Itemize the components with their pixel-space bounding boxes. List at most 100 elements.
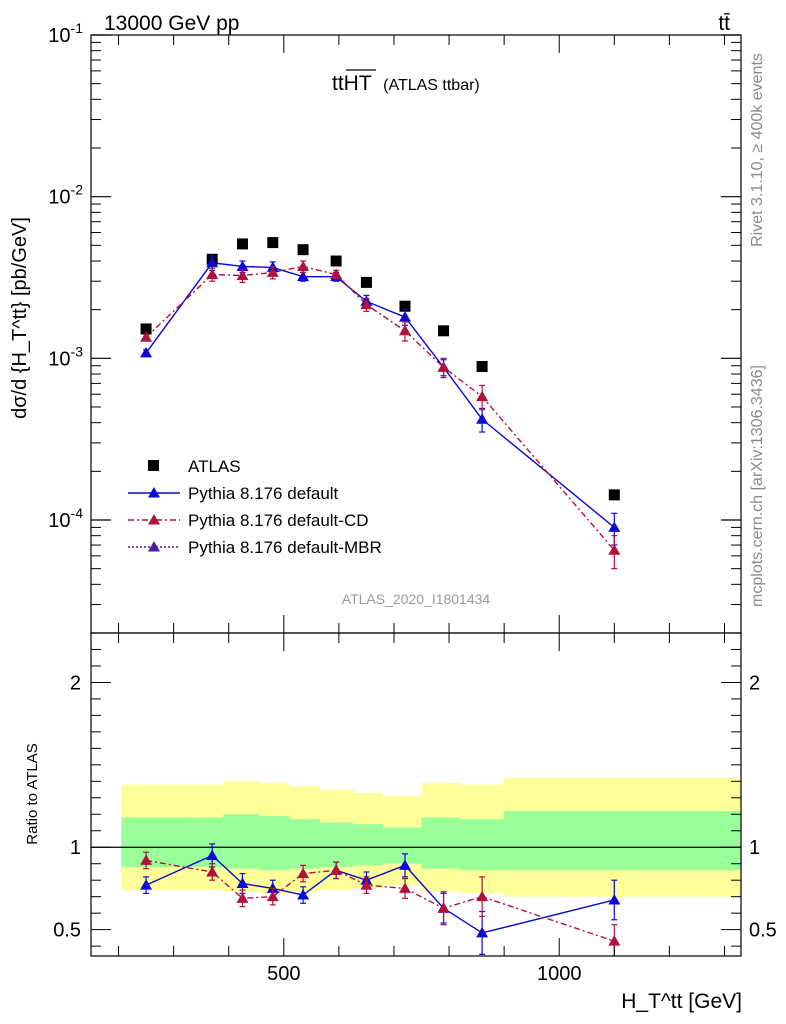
main-points [140, 237, 621, 570]
mc-data-point [236, 269, 249, 281]
analysis-label: ATLAS_2020_I1801434 [342, 591, 491, 607]
main-panel: 10-4 10-3 10-2 10-1 [48, 20, 742, 634]
mc-data-point [608, 521, 621, 532]
ratio-data-point [140, 879, 153, 890]
uncertainty-band-inner [259, 815, 290, 871]
uncertainty-band-inner [319, 822, 353, 868]
ratio-data-point [236, 892, 249, 903]
ratio-y-ticks: 0.5 0.5 1 1 2 2 [53, 648, 777, 947]
mc-data-point [398, 324, 411, 336]
legend: ATLAS Pythia 8.176 default Pythia 8.176 de… [128, 457, 382, 557]
x-tick-label: 500 [267, 963, 300, 985]
ratio-x-ticks: 500 1000 [118, 633, 725, 985]
legend-label: Pythia 8.176 default-CD [188, 511, 369, 530]
ratio-data-point [476, 890, 489, 902]
x-axis-label: H_T^tt [GeV] [621, 990, 742, 1013]
legend-label: Pythia 8.176 default [188, 484, 339, 503]
ratio-data-point [437, 902, 450, 913]
ratio-data-point [297, 889, 310, 900]
mc-data-point [206, 268, 219, 280]
legend-label: Pythia 8.176 default-MBR [188, 538, 382, 557]
uncertainty-band-inner [504, 810, 741, 871]
ratio-y-tick-label-right: 1 [749, 837, 760, 859]
y-tick-label: 10-2 [48, 182, 83, 209]
y-tick-label: 10-3 [48, 343, 83, 370]
mc-data-point [437, 361, 450, 372]
atlas-data-point [140, 323, 152, 335]
ratio-data-point [140, 854, 153, 865]
mc-data-point [266, 266, 279, 277]
ratio-data-point [360, 879, 373, 890]
ratio-data-point [476, 926, 489, 938]
legend-marker [148, 541, 160, 552]
ratio-data-point [297, 867, 310, 879]
legend-marker [148, 514, 160, 525]
series-line [145, 265, 615, 551]
ratio-series-line [145, 859, 615, 942]
ratio-bands [121, 778, 741, 897]
x-tick-label: 1000 [537, 963, 582, 985]
ratio-data-point [266, 882, 279, 893]
mc-data-point [398, 311, 411, 322]
ratio-data-point [206, 865, 219, 877]
ratio-data-point [398, 882, 411, 893]
mc-data-point [206, 256, 219, 268]
mc-data-point [140, 331, 153, 342]
atlas-data-point [267, 237, 279, 249]
plot-title: ttHT (ATLAS ttbar) [332, 72, 480, 95]
mc-data-point [476, 413, 489, 424]
atlas-data-point [438, 325, 450, 337]
atlas-data-point [608, 489, 620, 501]
mc-data-point [236, 260, 249, 271]
mcplots-label: mcplots.cern.ch [arXiv:1306.3436] [749, 365, 766, 607]
mc-data-point [330, 268, 343, 280]
process-label: tt̄ [718, 12, 730, 35]
main-y-ticks: 10-4 10-3 10-2 10-1 [48, 20, 741, 634]
ratio-panel: 0.5 0.5 1 1 2 2 500 1000 [53, 632, 777, 985]
mc-data-point [476, 390, 489, 402]
ratio-data-point [608, 893, 621, 905]
uncertainty-band-inner [421, 817, 461, 869]
mc-data-point [297, 270, 310, 282]
uncertainty-band-inner [121, 817, 193, 868]
ratio-data-point [266, 890, 279, 902]
ratio-y-tick-label-right: 0.5 [749, 920, 777, 942]
ratio-frame [90, 632, 742, 957]
main-y-axis-label: dσ/d {H_T^tt} [pb/GeV] [9, 217, 31, 419]
ratio-y-tick-label: 2 [70, 672, 81, 694]
legend-label: ATLAS [188, 457, 241, 476]
ratio-y-tick-label: 0.5 [53, 920, 81, 942]
mc-data-point [140, 346, 153, 358]
atlas-data-point [236, 238, 248, 250]
mc-data-point [608, 544, 621, 555]
energy-label: 13000 GeV pp [104, 12, 239, 35]
legend-marker-atlas [148, 460, 159, 471]
ratio-y-tick-label-right: 2 [749, 672, 760, 694]
atlas-data-point [360, 276, 372, 288]
main-curves [145, 262, 615, 551]
ratio-data-point [398, 859, 411, 870]
ratio-y-axis-label: Ratio to ATLAS [24, 743, 41, 844]
plot-title-main: ttHT [332, 72, 372, 95]
main-x-ticks [118, 35, 725, 633]
mc-data-point [360, 298, 373, 310]
atlas-data-point [399, 300, 411, 312]
ratio-data-point [608, 935, 621, 946]
atlas-data-point [297, 244, 309, 256]
legend-marker [148, 487, 160, 498]
uncertainty-band-inner [382, 827, 422, 864]
mc-data-point [297, 260, 310, 271]
rivet-label: Rivet 3.1.10, ≥ 400k events [749, 53, 766, 247]
ratio-data-point [330, 864, 343, 875]
ratio-data-point [206, 849, 219, 860]
ratio-points [140, 843, 621, 956]
y-tick-label: 10-1 [48, 20, 83, 47]
uncertainty-band-inner [352, 824, 383, 866]
uncertainty-band-inner [223, 814, 260, 869]
atlas-data-point [476, 361, 488, 373]
ratio-y-tick-label: 1 [70, 837, 81, 859]
atlas-data-point [330, 255, 342, 267]
uncertainty-band-inner [289, 819, 320, 869]
uncertainty-band-inner [460, 819, 505, 871]
